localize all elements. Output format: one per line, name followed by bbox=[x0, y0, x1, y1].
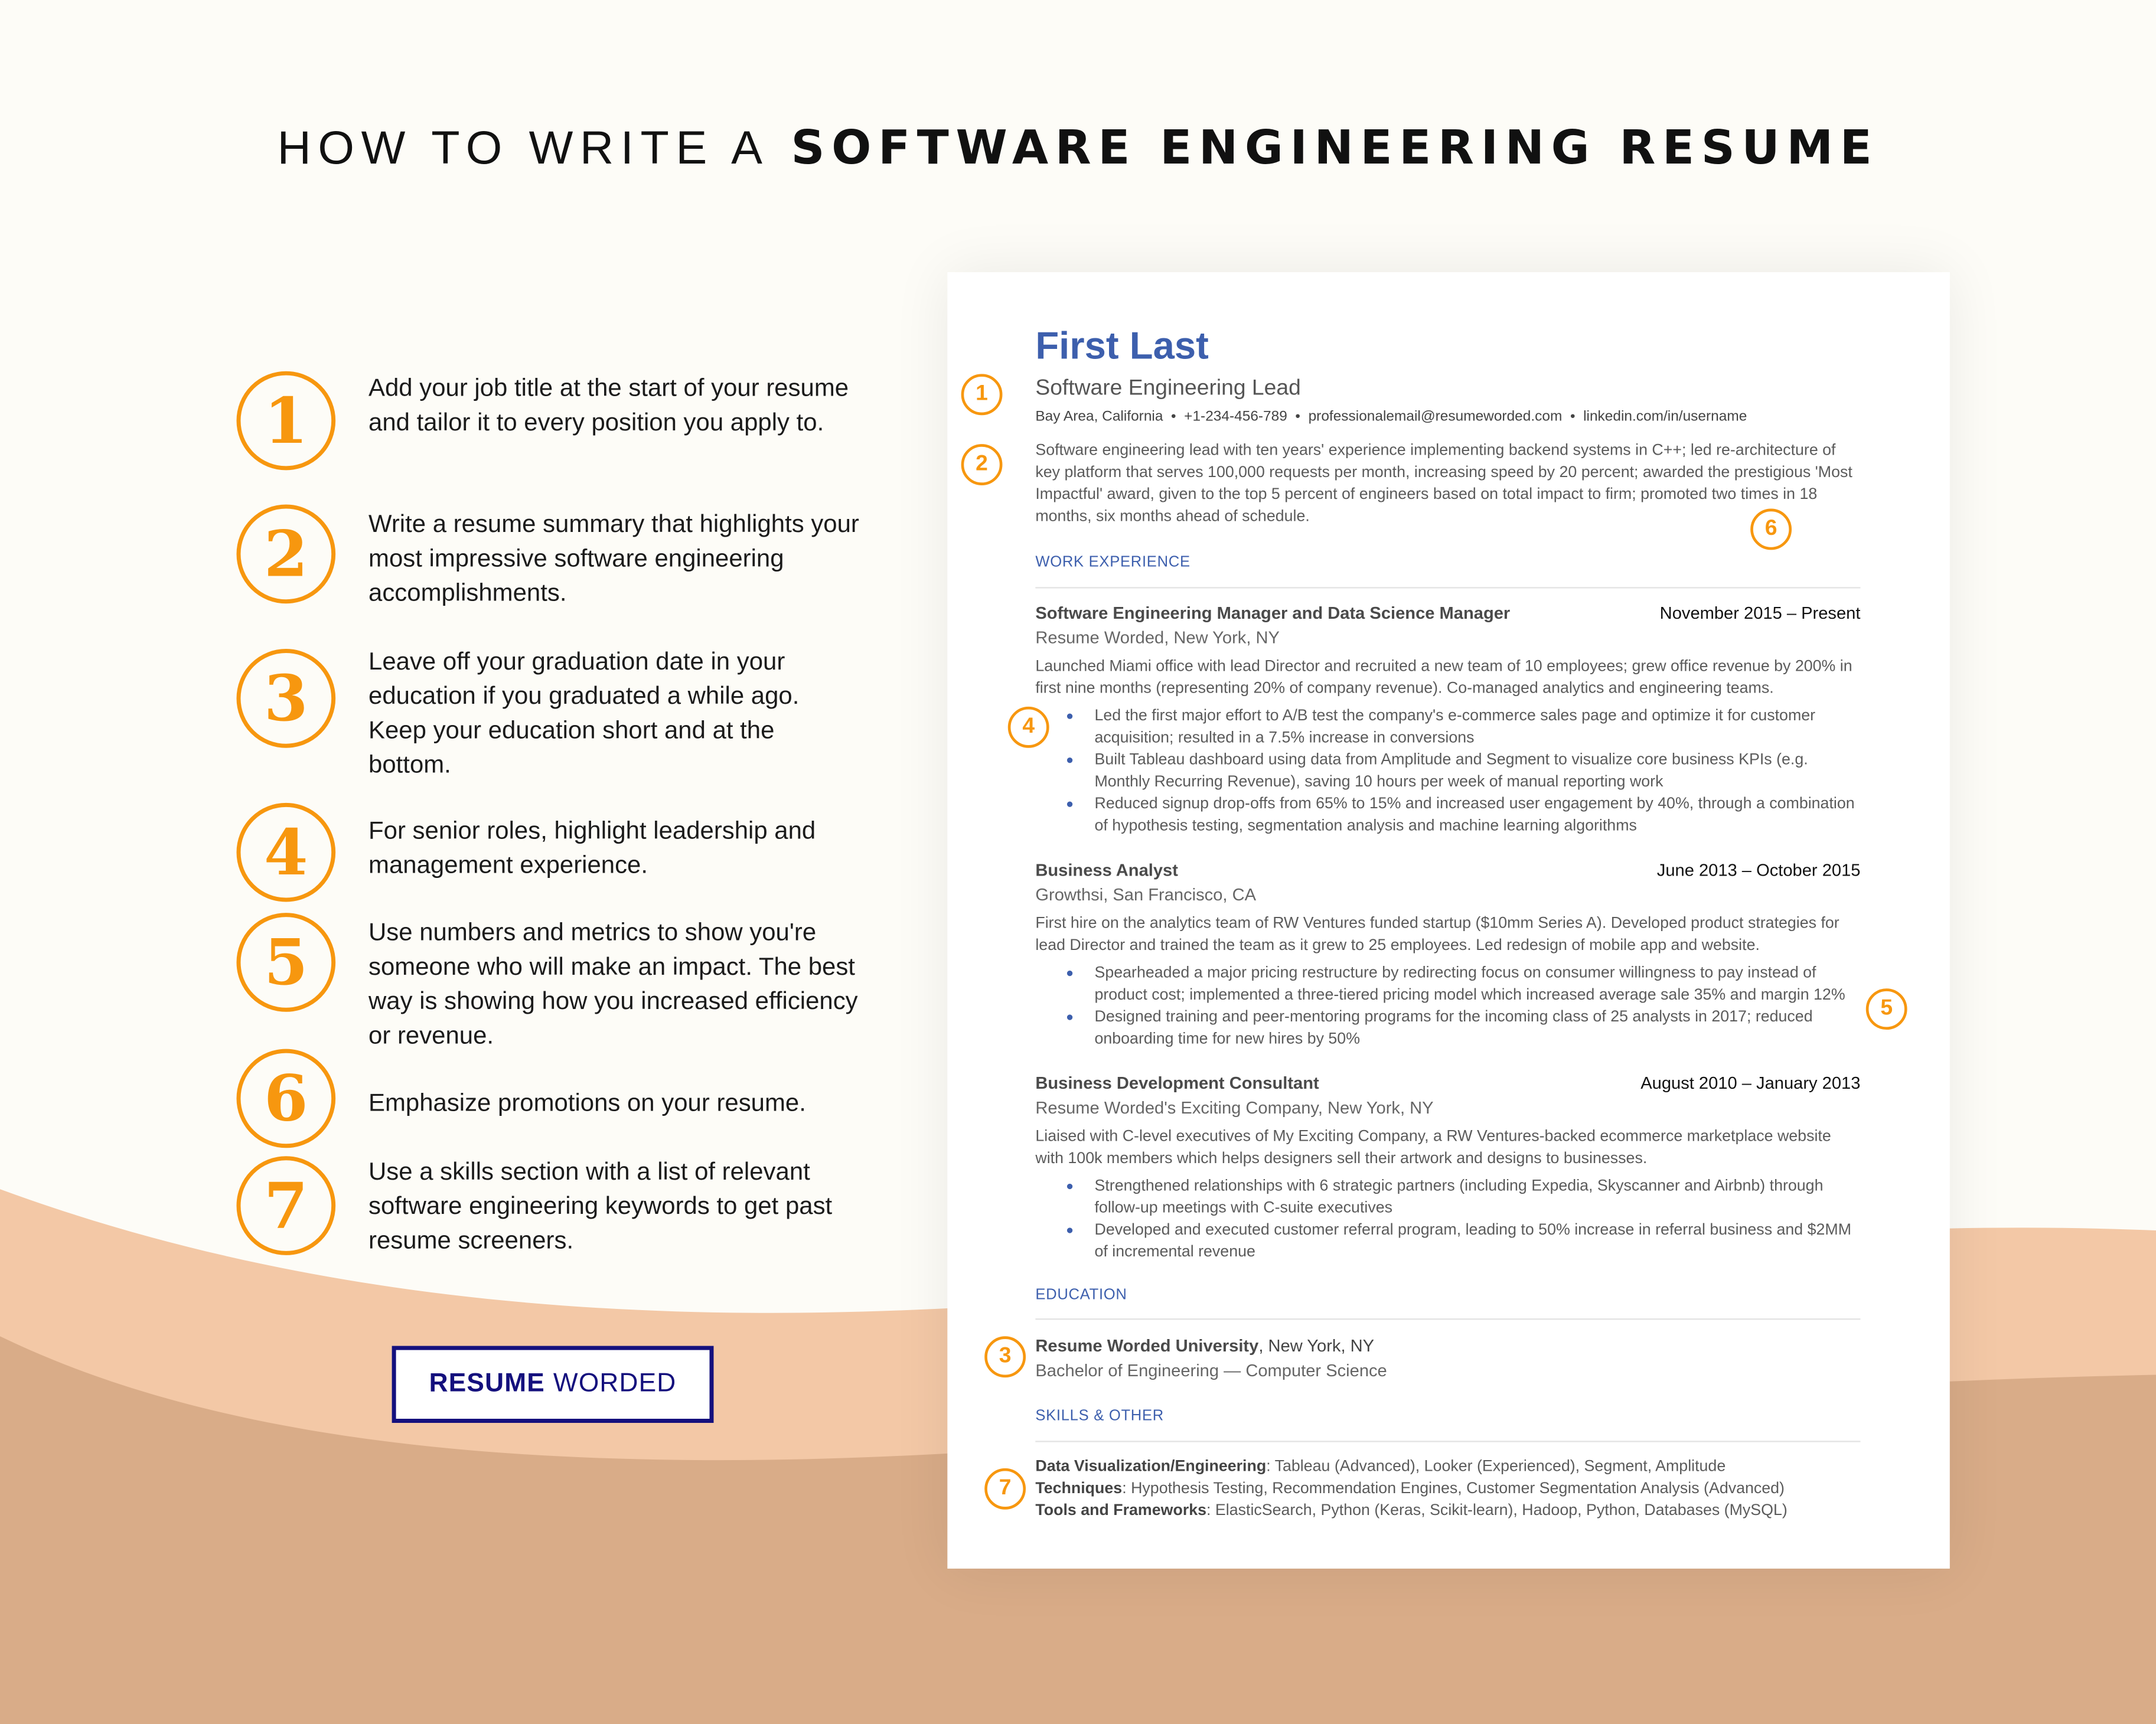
bullet: Developed and executed customer referral… bbox=[1066, 1219, 1860, 1263]
number-4-icon: 4 bbox=[236, 802, 336, 902]
skills-list: Data Visualization/Engineering: Tableau … bbox=[1035, 1458, 1788, 1519]
job-1: Software Engineering Manager and Data Sc… bbox=[1035, 601, 1860, 838]
bullet: Strengthened relationships with 6 strate… bbox=[1066, 1176, 1860, 1220]
number-1-icon: 1 bbox=[236, 371, 336, 471]
resume-worded-logo: RESUME WORDED bbox=[392, 1346, 714, 1423]
badge-5-icon: 5 bbox=[1865, 988, 1907, 1030]
education-entry: Resume Worded University, New York, NY B… bbox=[1035, 1336, 1387, 1380]
skills-heading: SKILLS & OTHER bbox=[1035, 1408, 1164, 1425]
badge-6-icon: 6 bbox=[1750, 508, 1792, 550]
bullet: Led the first major effort to A/B test t… bbox=[1066, 706, 1860, 750]
number-7-icon: 7 bbox=[236, 1156, 336, 1255]
divider bbox=[1035, 1318, 1861, 1320]
bullet: Spearheaded a major pricing restructure … bbox=[1066, 962, 1860, 1007]
badge-1-icon: 1 bbox=[961, 374, 1003, 416]
education-heading: EDUCATION bbox=[1035, 1287, 1127, 1304]
number-3-icon: 3 bbox=[236, 649, 336, 748]
work-experience-heading: WORK EXPERIENCE bbox=[1035, 554, 1190, 571]
number-2-icon: 2 bbox=[236, 504, 336, 604]
resume-summary: Software engineering lead with ten years… bbox=[1035, 442, 1852, 525]
bullet: Built Tableau dashboard using data from … bbox=[1066, 749, 1860, 794]
number-6-icon: 6 bbox=[236, 1049, 336, 1148]
badge-2-icon: 2 bbox=[961, 444, 1003, 485]
job-3: Business Development Consultant August 20… bbox=[1035, 1071, 1860, 1263]
divider bbox=[1035, 1441, 1861, 1442]
bullet: Reduced signup drop-offs from 65% to 15%… bbox=[1066, 794, 1860, 838]
number-5-icon: 5 bbox=[236, 913, 336, 1012]
resume-contact: Bay Area, California • +1-234-456-789 • … bbox=[1035, 408, 1747, 425]
resume-name: First Last bbox=[1035, 324, 1209, 367]
divider bbox=[1035, 587, 1861, 589]
resume-page: First Last Software Engineering Lead Bay… bbox=[947, 272, 1950, 1569]
resume-job-title: Software Engineering Lead bbox=[1035, 377, 1301, 400]
badge-7-icon: 7 bbox=[984, 1468, 1026, 1510]
bullet: Designed training and peer-mentoring pro… bbox=[1066, 1006, 1860, 1050]
page-title: HOW TO WRITE A SOFTWARE ENGINEERING RESU… bbox=[277, 120, 1879, 177]
job-2: Business Analyst June 2013 – October 2015… bbox=[1035, 858, 1860, 1050]
badge-4-icon: 4 bbox=[1007, 706, 1049, 748]
badge-3-icon: 3 bbox=[984, 1336, 1026, 1378]
